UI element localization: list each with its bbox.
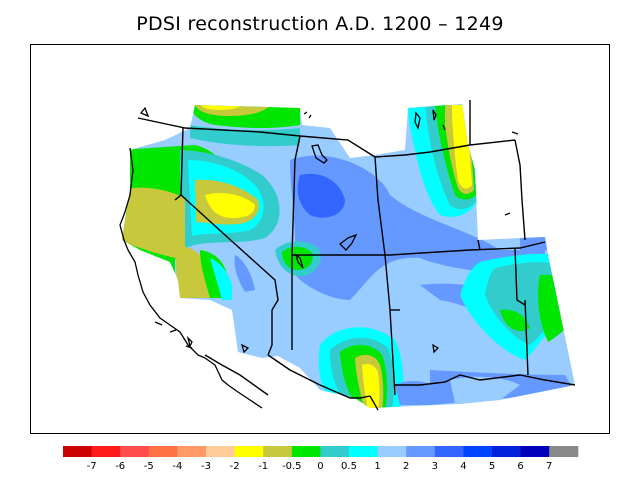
legend-tick-label: 3 <box>432 461 438 472</box>
legend-tick-label: -2 <box>230 461 240 472</box>
legend-tick-label: 2 <box>403 461 409 472</box>
field-band-4 <box>297 173 345 218</box>
legend-swatch <box>520 446 550 457</box>
legend-swatch <box>206 446 236 457</box>
legend-swatch <box>263 446 293 457</box>
legend-swatch <box>63 446 93 457</box>
legend-swatch <box>377 446 407 457</box>
legend-swatch <box>492 446 522 457</box>
legend-tick-label: 0 <box>317 461 323 472</box>
state-borders <box>137 100 576 399</box>
legend-swatch <box>463 446 493 457</box>
legend-tick-label: -0.5 <box>282 461 302 472</box>
legend-swatch <box>549 446 579 457</box>
legend-tick-label: -7 <box>87 461 97 472</box>
field-band-neg1 <box>205 193 255 218</box>
legend-tick-label: -5 <box>144 461 154 472</box>
legend-swatch <box>148 446 178 457</box>
legend-tick-label: 1 <box>374 461 380 472</box>
legend-tick-label: 6 <box>517 461 523 472</box>
coastline <box>119 106 519 411</box>
map-frame <box>30 44 610 434</box>
legend-swatch <box>120 446 150 457</box>
map-title: PDSI reconstruction A.D. 1200 – 1249 <box>136 13 504 35</box>
legend-tick-label: -3 <box>201 461 211 472</box>
legend-swatch <box>234 446 264 457</box>
legend-swatch <box>434 446 464 457</box>
legend-tick-label: 5 <box>489 461 495 472</box>
legend-swatch <box>91 446 121 457</box>
legend-tick-label: -1 <box>258 461 268 472</box>
legend-swatch <box>349 446 379 457</box>
legend-swatch <box>320 446 350 457</box>
legend-tick-label: 7 <box>546 461 552 472</box>
legend-tick-label: 0.5 <box>341 461 357 472</box>
legend-swatch <box>177 446 207 457</box>
legend-tick-label: -6 <box>115 461 125 472</box>
legend-swatch <box>406 446 436 457</box>
legend-swatch <box>291 446 321 457</box>
legend-tick-label: -4 <box>172 461 182 472</box>
legend-tick-label: 4 <box>460 461 466 472</box>
